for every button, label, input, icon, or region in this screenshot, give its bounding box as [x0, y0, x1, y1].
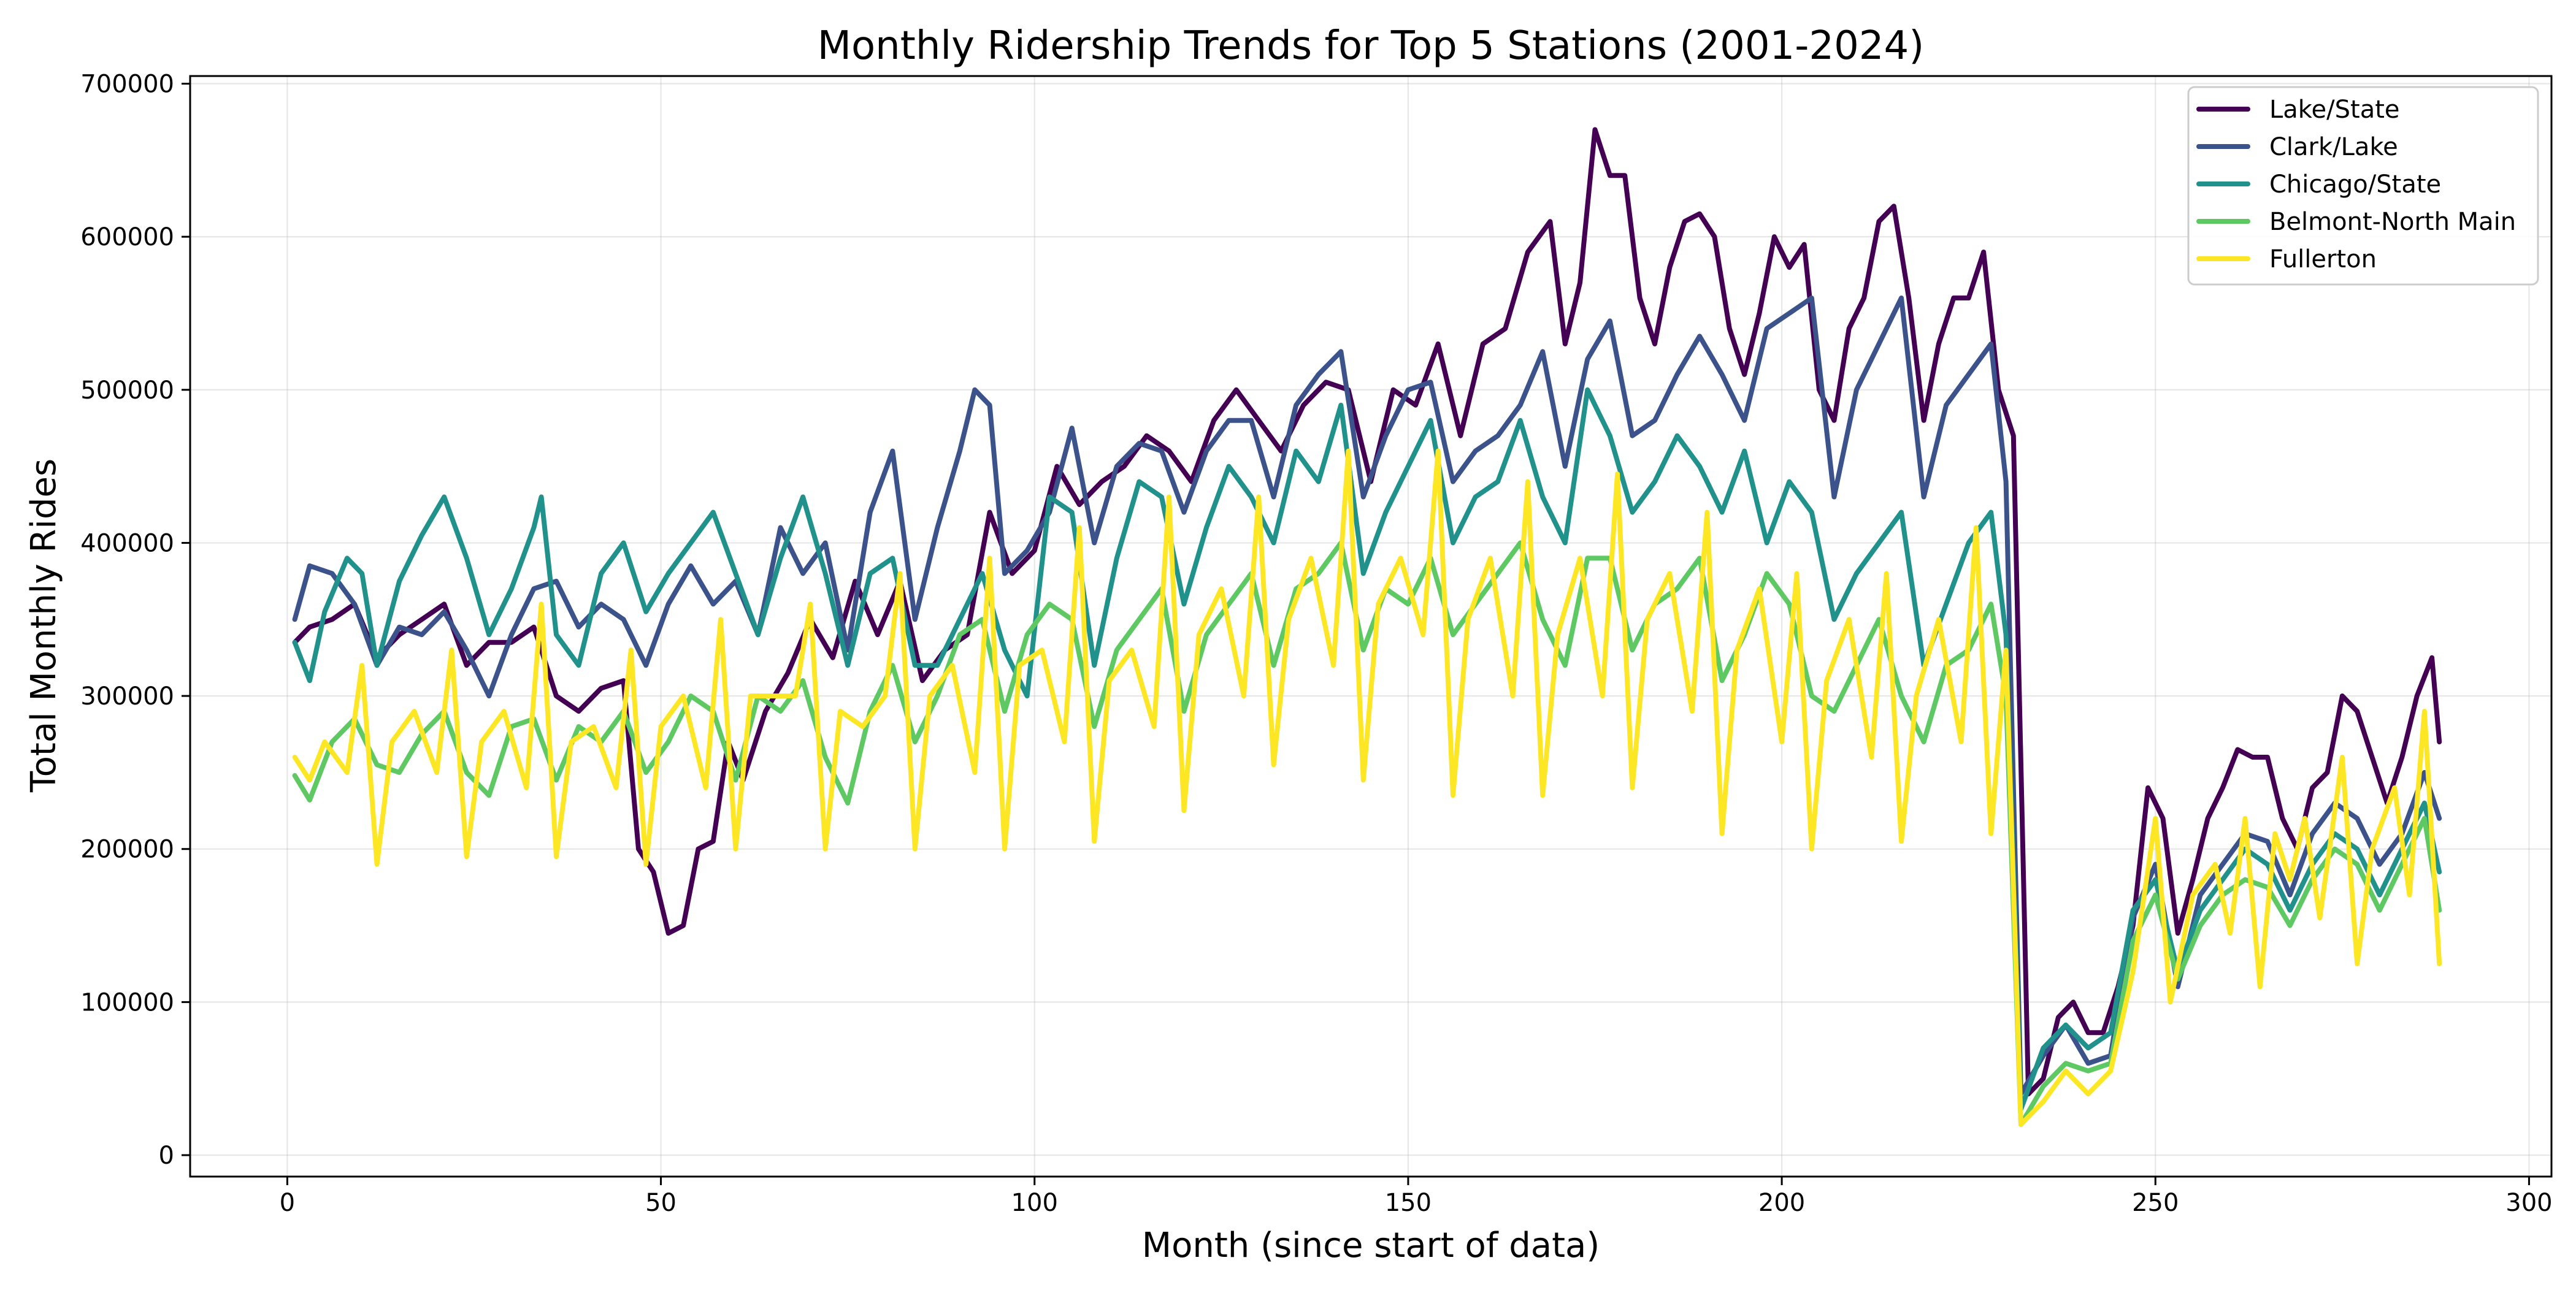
x-axis-ticks: 0 50 100 150 200 250 300 [280, 1177, 2553, 1217]
y-axis-ticks: 0 100000 200000 300000 400000 500000 600000 700… [80, 70, 190, 1170]
series-line-clark-lake [292, 296, 2442, 1097]
x-tick-label: 300 [2505, 1189, 2552, 1217]
x-axis-label: Month (since start of data) [1142, 1226, 1600, 1265]
y-tick-label: 100000 [80, 988, 174, 1017]
y-axis-label: Total Monthly Rides [24, 459, 64, 793]
x-tick-label: 100 [1011, 1189, 1058, 1217]
series-lines [292, 127, 2442, 1128]
legend: Lake/State Clark/Lake Chicago/State Belmont… [2187, 86, 2539, 286]
legend-label: Lake/State [2269, 96, 2400, 124]
chart-title: Monthly Ridership Trends for Top 5 Stati… [818, 23, 1924, 69]
legend-box [2187, 86, 2539, 286]
x-tick-label: 250 [2132, 1189, 2179, 1217]
x-tick-label: 150 [1385, 1189, 1432, 1217]
legend-label: Clark/Lake [2269, 133, 2398, 161]
x-tick-label: 50 [645, 1189, 677, 1217]
legend-label: Fullerton [2269, 245, 2377, 273]
y-tick-label: 700000 [80, 70, 174, 98]
y-tick-label: 300000 [80, 682, 174, 711]
plot-frame [189, 75, 2553, 1178]
legend-items: Lake/State Clark/Lake Chicago/State Belmont… [2196, 96, 2516, 273]
y-tick-label: 600000 [80, 223, 174, 251]
legend-label: Belmont-North Main [2269, 208, 2516, 236]
y-tick-label: 200000 [80, 836, 174, 864]
y-tick-label: 500000 [80, 376, 174, 405]
y-tick-label: 400000 [80, 529, 174, 557]
x-tick-label: 0 [280, 1189, 295, 1217]
series-line-fullerton [292, 448, 2442, 1128]
x-tick-label: 200 [1758, 1189, 1805, 1217]
series-line-lake-state [292, 127, 2442, 1097]
y-tick-label: 0 [159, 1142, 174, 1170]
legend-label: Chicago/State [2269, 170, 2441, 199]
